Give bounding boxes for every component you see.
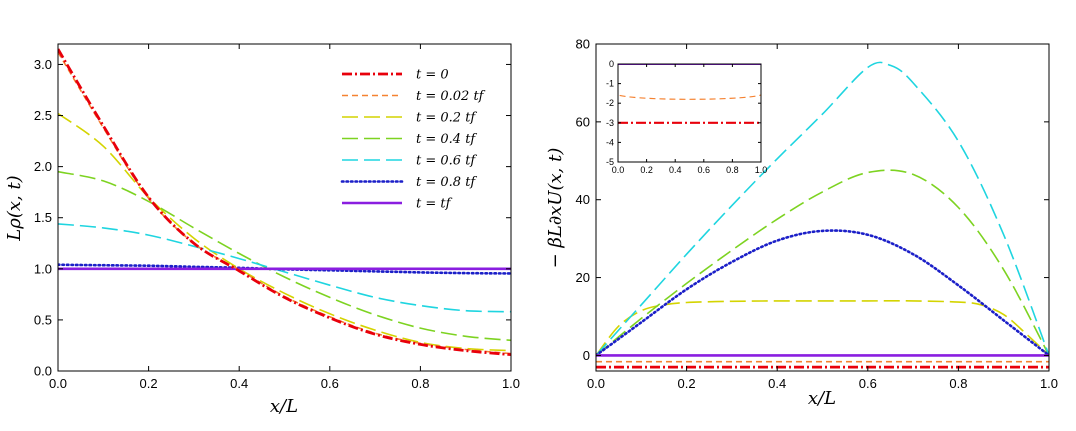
legend-label-t-0-02-tf: t = 0.02 tf bbox=[416, 89, 486, 104]
left-series-lines bbox=[58, 48, 511, 356]
inset-y-tick-label: -2 bbox=[606, 98, 614, 108]
right-x-tick-label: 0.4 bbox=[768, 376, 786, 391]
inset-y-tick-label: -3 bbox=[606, 118, 614, 128]
left-x-tick-label: 0.8 bbox=[411, 376, 429, 391]
left-y-tick-label: 1.0 bbox=[34, 261, 52, 276]
right-y-tick-label: 80 bbox=[576, 37, 590, 52]
left-x-axis-label: x/L bbox=[270, 396, 298, 417]
inset-x-tick-label: 0.0 bbox=[612, 165, 625, 175]
left-y-tick-label: 3.0 bbox=[34, 57, 52, 72]
left-y-axis-label: Lρ(x, t) bbox=[4, 175, 25, 241]
left-series-t-0-2-tf bbox=[58, 112, 511, 352]
left-y-tick-label: 2.5 bbox=[34, 108, 52, 123]
left-x-tick-label: 0.2 bbox=[140, 376, 158, 391]
left-x-tick-label: 1.0 bbox=[502, 376, 520, 391]
right-x-tick-label: 0.8 bbox=[949, 376, 967, 391]
right-y-tick-label: 60 bbox=[576, 114, 590, 129]
inset-x-tick-label: 0.8 bbox=[726, 165, 739, 175]
right-series-t-0-2-tf bbox=[596, 300, 1049, 356]
right-series-t-0-8-tf bbox=[596, 229, 1049, 357]
right-y-tick-label: 20 bbox=[576, 270, 590, 285]
left-y-tick-label: 0.5 bbox=[34, 312, 52, 327]
left-series-t-0-6-tf bbox=[58, 223, 511, 313]
legend-label-t-0: t = 0 bbox=[416, 68, 449, 83]
right-plot-frame bbox=[595, 43, 1050, 372]
left-x-tick-label: 0.4 bbox=[230, 376, 248, 391]
left-series-t-0-4-tf bbox=[58, 170, 511, 342]
inset-frame bbox=[617, 63, 762, 163]
right-x-tick-label: 0.6 bbox=[859, 376, 877, 391]
right-y-tick-label: 40 bbox=[576, 192, 590, 207]
right-series-t-0-6-tf bbox=[596, 61, 1049, 356]
left-x-tick-label: 0.6 bbox=[321, 376, 339, 391]
left-series-t-0 bbox=[58, 48, 511, 356]
left-y-tick-label: 0.0 bbox=[34, 364, 52, 379]
inset-x-tick-label: 0.4 bbox=[669, 165, 682, 175]
right-series-lines bbox=[596, 61, 1049, 369]
right-y-tick-label: 0 bbox=[583, 348, 590, 363]
left-y-tick-label: 1.5 bbox=[34, 210, 52, 225]
inset-series-lines bbox=[618, 64, 761, 124]
inset-y-tick-label: -5 bbox=[606, 157, 614, 167]
right-chart: 0.0 0.2 0.4 0.6 0.8 1.0 0 20 40 60 80 x/L − βL∂xU(… bbox=[545, 37, 1058, 410]
legend-label-t-tf: t = tf bbox=[416, 197, 453, 212]
inset-background bbox=[618, 64, 761, 162]
legend-label-t-0-4-tf: t = 0.4 tf bbox=[416, 132, 477, 147]
right-series-t-0-4-tf bbox=[596, 169, 1049, 357]
inset-x-tick-label: 0.6 bbox=[698, 165, 711, 175]
inset-x-tick-label: 1.0 bbox=[755, 165, 768, 175]
legend: t = 0 t = 0.02 tf t = 0.2 tf t = 0.4 tf t = … bbox=[340, 68, 486, 212]
legend-label-t-0-8-tf: t = 0.8 tf bbox=[416, 175, 477, 190]
right-x-tick-label: 0.0 bbox=[587, 376, 605, 391]
inset-y-tick-label: 0 bbox=[609, 59, 614, 69]
right-y-axis-label: − βL∂xU(x, t) bbox=[545, 148, 566, 269]
inset-y-tick-label: -1 bbox=[606, 79, 614, 89]
left-y-tick-label: 2.0 bbox=[34, 159, 52, 174]
right-x-tick-label: 1.0 bbox=[1040, 376, 1058, 391]
left-plot-frame bbox=[57, 43, 512, 372]
inset-x-tick-label: 0.2 bbox=[640, 165, 653, 175]
right-x-axis-label: x/L bbox=[808, 388, 836, 409]
right-x-tick-label: 0.2 bbox=[678, 376, 696, 391]
left-x-tick-label: 0.0 bbox=[49, 376, 67, 391]
inset-y-tick-label: -4 bbox=[606, 137, 614, 147]
legend-label-t-0-6-tf: t = 0.6 tf bbox=[416, 154, 477, 169]
legend-label-t-0-2-tf: t = 0.2 tf bbox=[416, 111, 477, 126]
inset-chart: 0.0 0.2 0.4 0.6 0.8 1.0 0 -1 -2 -3 -4 -5 bbox=[606, 59, 768, 175]
left-chart: 0.0 0.2 0.4 0.6 0.8 1.00.00.51.01.52.02.53.0 … bbox=[4, 43, 520, 417]
